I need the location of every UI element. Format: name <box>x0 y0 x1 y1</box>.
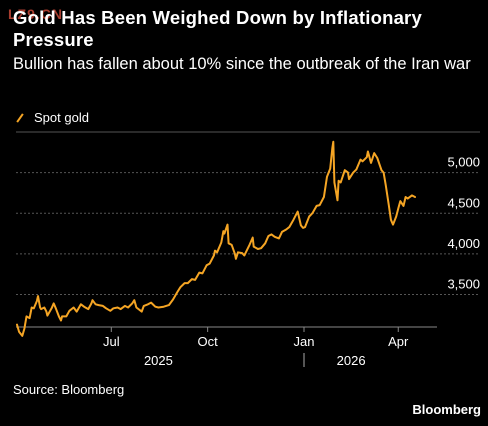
x-axis: Jul Oct Jan Apr 2025 2026 <box>16 326 437 368</box>
grid-lines <box>16 131 480 295</box>
spot-gold-line <box>16 140 416 337</box>
chart-subtitle: Bullion has fallen about 10% since the o… <box>13 55 471 73</box>
brand-logo: Bloomberg <box>412 402 481 417</box>
x-tick-label: Jan <box>294 334 315 349</box>
y-tick-label: 4,000 <box>447 236 480 251</box>
y-tick-label: 3,500 <box>447 277 480 292</box>
y-tick-label: 5,000 <box>447 155 480 170</box>
x-tick-label: Apr <box>388 334 409 349</box>
legend-swatch-icon <box>16 113 24 123</box>
source-note: Source: Bloomberg <box>13 382 125 397</box>
x-year-label: 2026 <box>337 353 366 368</box>
legend-label: Spot gold <box>34 110 89 125</box>
chart-title: Gold Has Been Weighed Down by Inflationa… <box>13 7 422 50</box>
x-tick-label: Oct <box>198 334 219 349</box>
watermark: LZ9.CN <box>8 6 63 22</box>
legend: Spot gold <box>13 110 89 126</box>
x-year-label: 2025 <box>144 353 173 368</box>
y-tick-label: 4,500 <box>447 195 480 210</box>
x-tick-label: Jul <box>103 334 120 349</box>
